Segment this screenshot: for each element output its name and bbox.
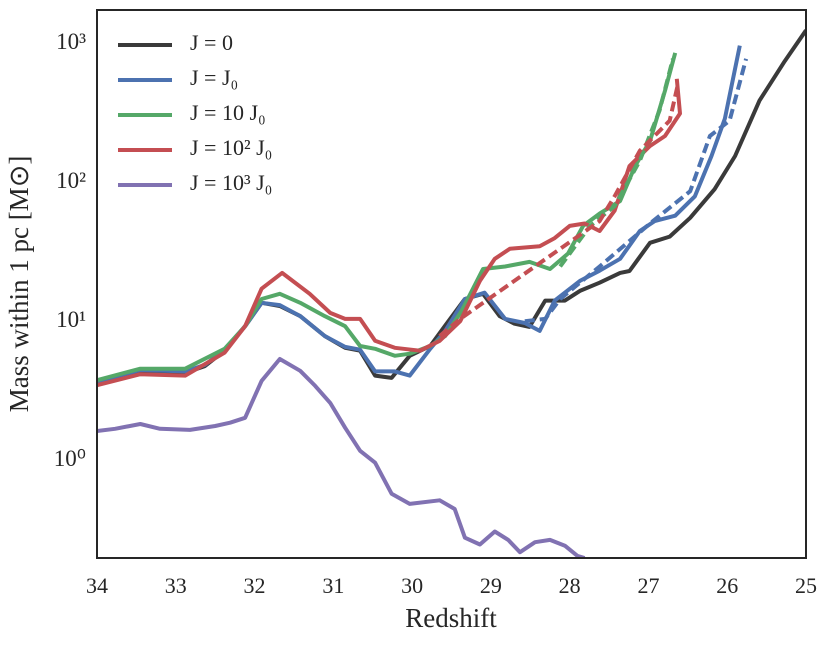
x-tick-label: 27 — [637, 573, 659, 598]
y-tick-label: 10⁰ — [54, 446, 86, 471]
frame — [96, 9, 807, 559]
dashed-series-line — [438, 85, 680, 338]
y-axis-label: Mass within 1 pc [M⊙] — [4, 156, 34, 413]
series-line — [97, 357, 586, 558]
x-tick-label: 30 — [401, 573, 423, 598]
plot-area — [97, 29, 806, 558]
legend-label: J = 10³ J₀ — [190, 170, 272, 195]
series-line — [97, 78, 682, 388]
legend-label: J = 10² J₀ — [190, 135, 272, 160]
x-tick-label: 28 — [559, 573, 581, 598]
legend-label: J = 0 — [190, 30, 233, 55]
x-tick-label: 31 — [322, 573, 344, 598]
x-tick-label: 34 — [86, 573, 108, 598]
y-tick-label: 10¹ — [56, 307, 86, 332]
dashed-series-line — [558, 58, 675, 268]
x-tick-label: 29 — [480, 573, 502, 598]
x-tick-label: 25 — [795, 573, 817, 598]
dashed-series-line — [524, 58, 749, 324]
legend-label: J = 10 J₀ — [190, 100, 266, 125]
x-axis-label: Redshift — [405, 603, 497, 633]
legend-label: J = J₀ — [190, 65, 238, 90]
x-tick-label: 26 — [716, 573, 738, 598]
x-tick-label: 32 — [244, 573, 266, 598]
y-tick-label: 10² — [56, 168, 86, 193]
y-tick-label: 10³ — [56, 29, 86, 54]
x-tick-label: 33 — [165, 573, 187, 598]
